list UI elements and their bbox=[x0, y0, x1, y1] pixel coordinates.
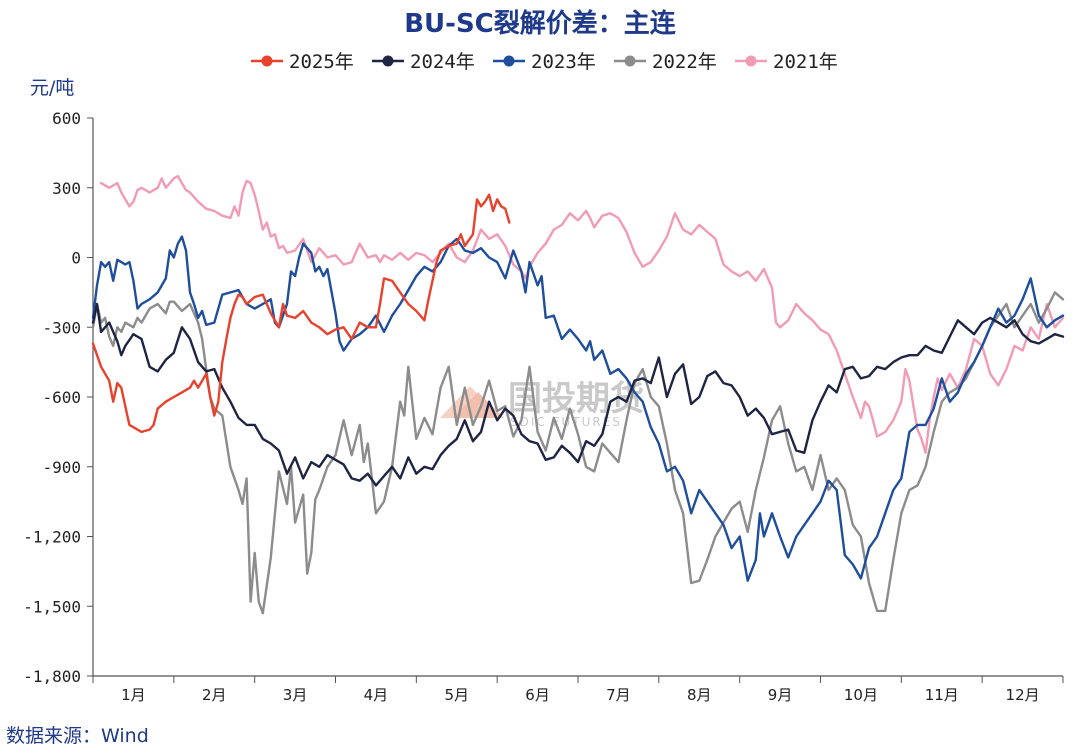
x-tick-label: 11月 bbox=[925, 686, 959, 704]
x-tick-label: 4月 bbox=[364, 686, 389, 704]
y-tick-label: -1,200 bbox=[23, 528, 81, 547]
x-tick-label: 2月 bbox=[202, 686, 227, 704]
watermark: 国投期货 SDIC FUTURES bbox=[440, 379, 644, 429]
legend-label: 2023年 bbox=[531, 51, 596, 73]
legend: 2025年 2024年 2023年 2022年 2021年 bbox=[251, 51, 838, 73]
legend-label: 2025年 bbox=[289, 51, 354, 73]
series-line-2024年 bbox=[91, 302, 1065, 487]
x-tick-label: 5月 bbox=[444, 686, 469, 704]
x-tick-label: 7月 bbox=[606, 686, 631, 704]
series-line-2025年 bbox=[91, 193, 511, 434]
chart-title: BU-SC裂解价差：主连 bbox=[404, 8, 677, 39]
legend-marker bbox=[745, 55, 757, 67]
x-axis: 1月 2月 3月 4月 5月 6月 7月 8月 9月 10月 11月 12月 bbox=[92, 675, 1064, 704]
legend-label: 2024年 bbox=[410, 51, 475, 73]
x-tick-label: 9月 bbox=[768, 686, 793, 704]
legend-label: 2021年 bbox=[773, 51, 838, 73]
y-tick-label: -1,500 bbox=[23, 597, 81, 616]
data-source: 数据来源：Wind bbox=[6, 725, 149, 747]
y-tick-label: -300 bbox=[42, 318, 81, 337]
y-tick-label: -1,800 bbox=[23, 667, 81, 686]
legend-marker bbox=[261, 55, 273, 67]
x-tick-label: 12月 bbox=[1006, 686, 1040, 704]
x-tick-label: 10月 bbox=[844, 686, 878, 704]
legend-marker bbox=[382, 55, 394, 67]
series-layer bbox=[91, 174, 1065, 615]
legend-marker bbox=[624, 55, 636, 67]
series-line-2021年 bbox=[99, 174, 1065, 454]
legend-item: 2022年 bbox=[614, 51, 717, 73]
legend-marker bbox=[503, 55, 515, 67]
legend-item: 2024年 bbox=[372, 51, 475, 73]
series-line-2023年 bbox=[91, 235, 1065, 582]
series-line-2022年 bbox=[91, 291, 1065, 615]
y-tick-label: 600 bbox=[52, 109, 81, 128]
y-tick-label: -600 bbox=[42, 388, 81, 407]
x-tick-label: 1月 bbox=[121, 686, 146, 704]
x-tick-label: 6月 bbox=[525, 686, 550, 704]
x-tick-label: 8月 bbox=[687, 686, 712, 704]
legend-item: 2025年 bbox=[251, 51, 354, 73]
legend-item: 2023年 bbox=[493, 51, 596, 73]
legend-item: 2021年 bbox=[735, 51, 838, 73]
y-tick-label: 0 bbox=[71, 249, 81, 268]
y-tick-label: 300 bbox=[52, 179, 81, 198]
y-tick-label: -900 bbox=[42, 458, 81, 477]
x-tick-label: 3月 bbox=[283, 686, 308, 704]
y-axis: 600 300 0 -300 -600 -900 -1,200 -1,500 -1,800 bbox=[23, 109, 94, 686]
y-axis-unit: 元/吨 bbox=[30, 77, 74, 99]
legend-label: 2022年 bbox=[652, 51, 717, 73]
